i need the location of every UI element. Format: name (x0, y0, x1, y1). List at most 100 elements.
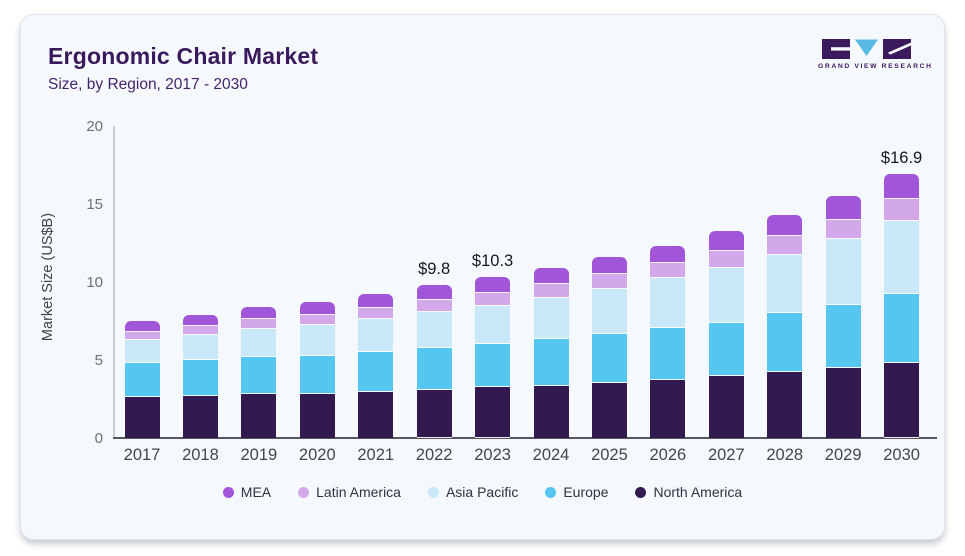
x-tick-label: 2021 (357, 446, 395, 464)
bar-segment-north-america (591, 382, 627, 438)
bar-segment-mea (708, 230, 744, 251)
bar-segment-north-america (416, 389, 452, 438)
bar-segment-latin-america (241, 319, 277, 329)
bar-segment-mea (475, 277, 511, 293)
bar-2026 (650, 246, 686, 438)
bar-segment-latin-america (591, 274, 627, 290)
bar-segment-asia-pacific (416, 311, 452, 348)
legend-swatch-icon (635, 486, 647, 498)
bar-2027 (708, 230, 744, 438)
x-axis-line (113, 437, 937, 439)
bar-segment-latin-america (708, 250, 744, 268)
bar-2018 (182, 314, 218, 438)
legend-swatch-icon (427, 486, 439, 498)
bar-segment-north-america (299, 393, 335, 438)
bar-2024 (533, 267, 569, 438)
legend-label: MEA (240, 484, 272, 500)
chart-legend: MEA Latin America Asia Pacific Europe North … (21, 484, 944, 500)
bar-value-label: $16.9 (880, 149, 923, 168)
legend-item-latin-america: Latin America (298, 484, 401, 500)
legend-item-mea: MEA (222, 484, 272, 500)
x-tick-label: 2022 (415, 446, 453, 464)
bar-segment-mea (124, 321, 160, 332)
bar-segment-latin-america (825, 219, 861, 240)
bar-segment-asia-pacific (182, 335, 218, 360)
y-axis-line (113, 126, 115, 438)
bar-segment-europe (708, 322, 744, 377)
bar-2028 (767, 214, 803, 438)
bar-segment-north-america (241, 394, 277, 438)
bar-segment-asia-pacific (825, 239, 861, 306)
bar-segment-mea (416, 285, 452, 300)
bar-segment-europe (591, 334, 627, 383)
x-tick-label: 2030 (883, 446, 920, 464)
bar-2017 (124, 321, 160, 438)
bar-2020 (299, 302, 335, 438)
legend-item-asia-pacific: Asia Pacific (427, 484, 519, 500)
plot-area: $9.8 $10.3 $16.9 (113, 114, 937, 439)
bar-2023: $10.3 (472, 252, 513, 438)
bar-segment-europe (124, 363, 160, 398)
bar-2030: $16.9 (881, 149, 922, 438)
bar-segment-europe (650, 328, 686, 381)
bar-segment-latin-america (299, 314, 335, 325)
legend-item-north-america: North America (635, 484, 742, 500)
bar-segment-asia-pacific (591, 289, 627, 335)
bar-segment-europe (767, 313, 803, 373)
bar-segment-north-america (767, 372, 803, 438)
bar-segment-north-america (358, 391, 394, 438)
y-tick-label: 15 (86, 196, 103, 213)
y-tick-label: 5 (94, 352, 103, 369)
y-tick-label: 0 (94, 430, 103, 447)
bar-segment-europe (241, 356, 277, 395)
bar-segment-mea (591, 257, 627, 275)
bar-segment-europe (182, 359, 218, 396)
x-tick-label: 2019 (240, 446, 278, 464)
bar-segment-europe (825, 305, 861, 368)
bar-segment-north-america (650, 380, 686, 438)
logo-text: GRAND VIEW RESEARCH (818, 63, 933, 70)
bar-segment-asia-pacific (124, 339, 160, 364)
bar-segment-mea (650, 246, 686, 263)
bar-segment-mea (358, 294, 394, 308)
y-tick-label: 20 (86, 118, 103, 135)
bar-segment-asia-pacific (650, 278, 686, 328)
bar-segment-mea (241, 306, 277, 320)
bar-2029 (825, 196, 861, 438)
bar-2022: $9.8 (416, 260, 452, 438)
bar-segment-latin-america (884, 199, 920, 222)
bar-segment-north-america (708, 376, 744, 438)
legend-label: Asia Pacific (445, 484, 519, 500)
x-tick-label: 2029 (824, 446, 862, 464)
y-axis-title: Market Size (US$B) (40, 212, 56, 342)
gvr-logo-icon (822, 39, 911, 59)
bar-segment-latin-america (124, 331, 160, 340)
x-tick-label: 2027 (707, 446, 745, 464)
x-tick-label: 2023 (474, 446, 511, 464)
x-axis-labels: 2017 2018 2019 2020 2021 2022 2023 2024 2025 2026… (113, 446, 935, 468)
bar-segment-mea (884, 174, 920, 200)
bar-value-label: $9.8 (418, 260, 451, 279)
bar-segment-north-america (475, 386, 511, 438)
legend-swatch-icon (298, 486, 310, 498)
bar-segment-latin-america (358, 307, 394, 319)
bar-segment-north-america (825, 367, 861, 438)
bar-segment-europe (533, 338, 569, 386)
bar-segment-asia-pacific (358, 318, 394, 353)
bar-segment-latin-america (767, 235, 803, 255)
bar-segment-latin-america (475, 292, 511, 307)
bar-segment-mea (299, 302, 335, 315)
bar-segment-mea (182, 314, 218, 326)
bar-segment-north-america (182, 395, 218, 438)
bar-segment-europe (475, 343, 511, 387)
bar-segment-mea (533, 267, 569, 284)
bar-segment-asia-pacific (475, 306, 511, 344)
x-tick-label: 2028 (766, 446, 804, 464)
x-tick-label: 2017 (123, 446, 161, 464)
x-tick-label: 2026 (649, 446, 687, 464)
bar-value-label: $10.3 (471, 252, 514, 271)
bar-segment-latin-america (182, 325, 218, 336)
x-tick-label: 2024 (532, 446, 570, 464)
bar-segment-asia-pacific (241, 328, 277, 357)
bar-segment-latin-america (416, 299, 452, 312)
